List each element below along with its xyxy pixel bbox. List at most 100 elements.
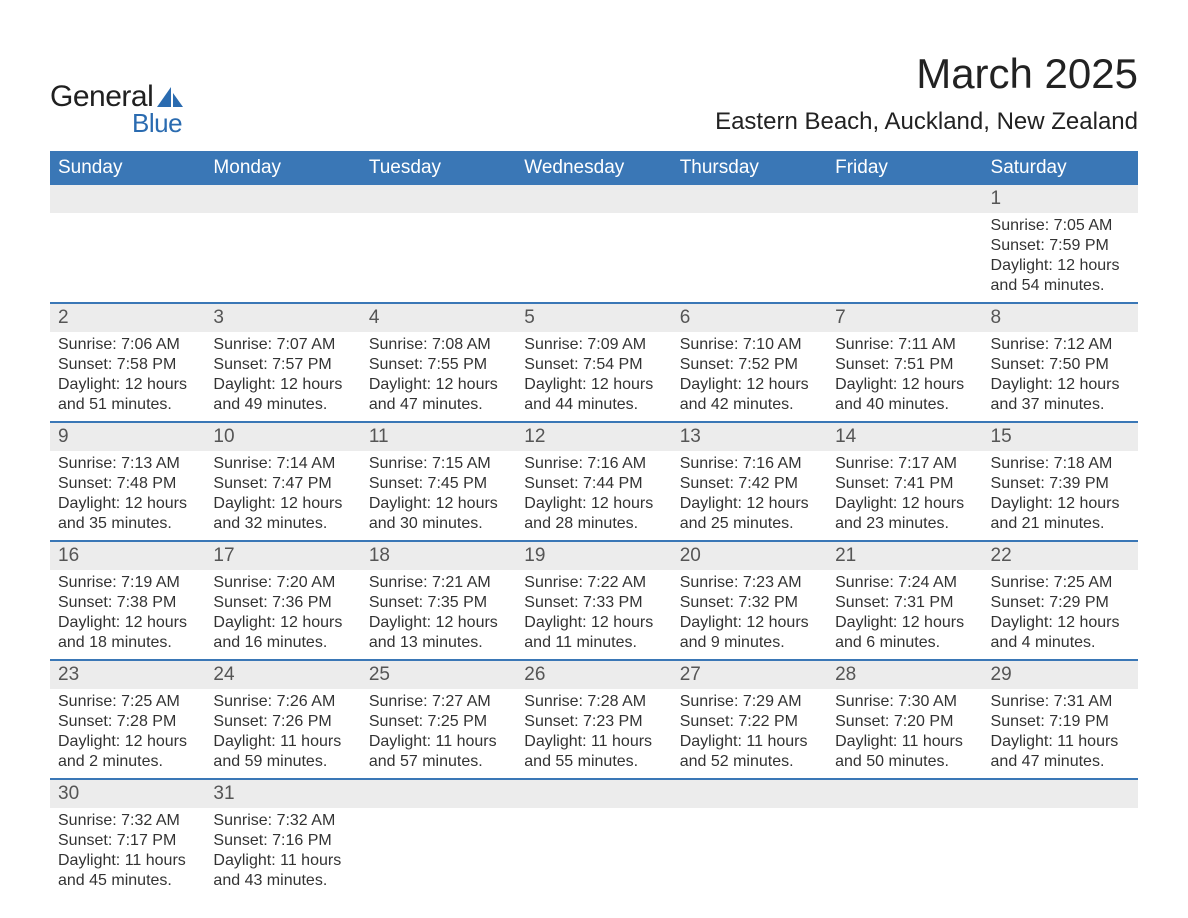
- day-number: 1: [983, 185, 1138, 213]
- day-number-cell: 14: [827, 422, 982, 451]
- day-number: 30: [50, 780, 205, 808]
- daylight-text: Daylight: 12 hours and 30 minutes.: [369, 494, 508, 534]
- day-number-cell: 4: [361, 303, 516, 332]
- sunrise-text: Sunrise: 7:08 AM: [369, 335, 508, 355]
- day-body-cell: Sunrise: 7:05 AMSunset: 7:59 PMDaylight:…: [983, 213, 1138, 303]
- day-number-row: 3031: [50, 779, 1138, 808]
- day-body-cell: Sunrise: 7:15 AMSunset: 7:45 PMDaylight:…: [361, 451, 516, 541]
- day-body-cell: Sunrise: 7:23 AMSunset: 7:32 PMDaylight:…: [672, 570, 827, 660]
- sunrise-text: Sunrise: 7:18 AM: [991, 454, 1130, 474]
- sunrise-text: Sunrise: 7:05 AM: [991, 216, 1130, 236]
- day-body-row: Sunrise: 7:06 AMSunset: 7:58 PM Daylight:…: [50, 332, 1138, 422]
- day-body-cell: Sunrise: 7:31 AMSunset: 7:19 PMDaylight:…: [983, 689, 1138, 779]
- day-body-cell: Sunrise: 7:22 AMSunset: 7:33 PMDaylight:…: [516, 570, 671, 660]
- day-number-cell: [516, 185, 671, 213]
- sunset-text: Sunset: 7:48 PM: [58, 474, 197, 494]
- day-number-cell: 12: [516, 422, 671, 451]
- sunset-text: Sunset: 7:58 PM: [58, 355, 197, 375]
- sunset-text: Sunset: 7:59 PM: [991, 236, 1130, 256]
- day-body-cell: [827, 213, 982, 303]
- day-number-cell: 7: [827, 303, 982, 332]
- sunrise-text: Sunrise: 7:16 AM: [524, 454, 663, 474]
- sunset-text: Sunset: 7:20 PM: [835, 712, 974, 732]
- day-number-row: 1: [50, 185, 1138, 213]
- day-number: 2: [50, 304, 205, 332]
- day-number-cell: 26: [516, 660, 671, 689]
- day-body-cell: Sunrise: 7:16 AMSunset: 7:42 PMDaylight:…: [672, 451, 827, 541]
- day-number-cell: [672, 185, 827, 213]
- sunset-text: Sunset: 7:28 PM: [58, 712, 197, 732]
- day-body-row: Sunrise: 7:05 AMSunset: 7:59 PMDaylight:…: [50, 213, 1138, 303]
- daylight-text: Daylight: 12 hours and 11 minutes.: [524, 613, 663, 653]
- daylight-text: Daylight: 12 hours and 28 minutes.: [524, 494, 663, 534]
- day-body-cell: Sunrise: 7:32 AMSunset: 7:16 PMDaylight:…: [205, 808, 360, 897]
- daylight-text: Daylight: 11 hours and 55 minutes.: [524, 732, 663, 772]
- day-number: 20: [672, 542, 827, 570]
- day-number-cell: 29: [983, 660, 1138, 689]
- daylight-text: Daylight: 12 hours and 47 minutes.: [369, 375, 508, 415]
- day-number: 3: [205, 304, 360, 332]
- sunrise-text: Sunrise: 7:16 AM: [680, 454, 819, 474]
- daylight-text: Daylight: 12 hours and 25 minutes.: [680, 494, 819, 534]
- day-body-row: Sunrise: 7:25 AMSunset: 7:28 PMDaylight:…: [50, 689, 1138, 779]
- sunrise-text: Sunrise: 7:07 AM: [213, 335, 352, 355]
- day-body-cell: Sunrise: 7:17 AMSunset: 7:41 PMDaylight:…: [827, 451, 982, 541]
- day-body-cell: Sunrise: 7:21 AMSunset: 7:35 PMDaylight:…: [361, 570, 516, 660]
- day-body-cell: [672, 213, 827, 303]
- daylight-text: Daylight: 12 hours and 6 minutes.: [835, 613, 974, 653]
- day-number-cell: 31: [205, 779, 360, 808]
- sunset-text: Sunset: 7:50 PM: [991, 355, 1130, 375]
- day-body-cell: Sunrise: 7:18 AMSunset: 7:39 PMDaylight:…: [983, 451, 1138, 541]
- day-number-cell: 8: [983, 303, 1138, 332]
- daylight-text: Daylight: 12 hours and 44 minutes.: [524, 375, 663, 415]
- day-number: 24: [205, 661, 360, 689]
- sunset-text: Sunset: 7:22 PM: [680, 712, 819, 732]
- day-number-cell: [827, 779, 982, 808]
- day-number: 10: [205, 423, 360, 451]
- day-body-cell: Sunrise: 7:19 AMSunset: 7:38 PMDaylight:…: [50, 570, 205, 660]
- day-number-cell: [50, 185, 205, 213]
- day-number-cell: 10: [205, 422, 360, 451]
- sunset-text: Sunset: 7:51 PM: [835, 355, 974, 375]
- sunset-text: Sunset: 7:29 PM: [991, 593, 1130, 613]
- sunrise-text: Sunrise: 7:25 AM: [991, 573, 1130, 593]
- sunset-text: Sunset: 7:31 PM: [835, 593, 974, 613]
- daylight-text: Daylight: 12 hours and 37 minutes.: [991, 375, 1130, 415]
- sunrise-text: Sunrise: 7:06 AM: [58, 335, 197, 355]
- day-number: 25: [361, 661, 516, 689]
- day-number: 29: [983, 661, 1138, 689]
- day-number-cell: 9: [50, 422, 205, 451]
- day-body-cell: [205, 213, 360, 303]
- day-body-cell: [516, 808, 671, 897]
- day-number: 5: [516, 304, 671, 332]
- day-number: 6: [672, 304, 827, 332]
- sunrise-text: Sunrise: 7:14 AM: [213, 454, 352, 474]
- day-number-cell: 6: [672, 303, 827, 332]
- daylight-text: Daylight: 12 hours and 35 minutes.: [58, 494, 197, 534]
- day-body-cell: Sunrise: 7:06 AMSunset: 7:58 PMDaylight:…: [50, 332, 205, 422]
- sunrise-text: Sunrise: 7:13 AM: [58, 454, 197, 474]
- day-number-row: 9101112131415: [50, 422, 1138, 451]
- sunrise-text: Sunrise: 7:20 AM: [213, 573, 352, 593]
- day-number-cell: [516, 779, 671, 808]
- sunset-text: Sunset: 7:19 PM: [991, 712, 1130, 732]
- day-number: 19: [516, 542, 671, 570]
- sunrise-text: Sunrise: 7:24 AM: [835, 573, 974, 593]
- daylight-text: Daylight: 12 hours and 16 minutes.: [213, 613, 352, 653]
- sunset-text: Sunset: 7:36 PM: [213, 593, 352, 613]
- daylight-text: Daylight: 11 hours and 57 minutes.: [369, 732, 508, 772]
- weekday-header: Wednesday: [516, 151, 671, 185]
- sunrise-text: Sunrise: 7:22 AM: [524, 573, 663, 593]
- day-number-cell: [205, 185, 360, 213]
- sunset-text: Sunset: 7:35 PM: [369, 593, 508, 613]
- day-number-cell: 25: [361, 660, 516, 689]
- day-number-cell: 3: [205, 303, 360, 332]
- day-number-cell: [983, 779, 1138, 808]
- sunrise-text: Sunrise: 7:32 AM: [213, 811, 352, 831]
- day-body-cell: Sunrise: 7:16 AMSunset: 7:44 PMDaylight:…: [516, 451, 671, 541]
- daylight-text: Daylight: 11 hours and 47 minutes.: [991, 732, 1130, 772]
- daylight-text: Daylight: 12 hours and 40 minutes.: [835, 375, 974, 415]
- day-body-cell: Sunrise: 7:24 AMSunset: 7:31 PMDaylight:…: [827, 570, 982, 660]
- sunset-text: Sunset: 7:23 PM: [524, 712, 663, 732]
- day-number: 17: [205, 542, 360, 570]
